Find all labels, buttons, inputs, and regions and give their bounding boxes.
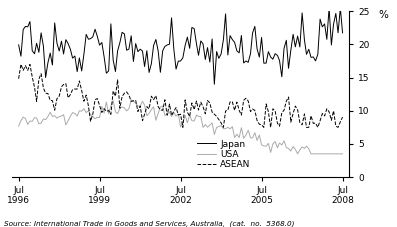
Line: Japan: Japan	[19, 8, 343, 84]
Line: USA: USA	[19, 100, 343, 154]
Text: Source: International Trade in Goods and Services, Australia,  (cat.  no.  5368.: Source: International Trade in Goods and…	[4, 220, 295, 227]
Line: ASEAN: ASEAN	[19, 64, 343, 127]
Legend: Japan, USA, ASEAN: Japan, USA, ASEAN	[197, 140, 251, 169]
Y-axis label: %: %	[378, 10, 388, 20]
